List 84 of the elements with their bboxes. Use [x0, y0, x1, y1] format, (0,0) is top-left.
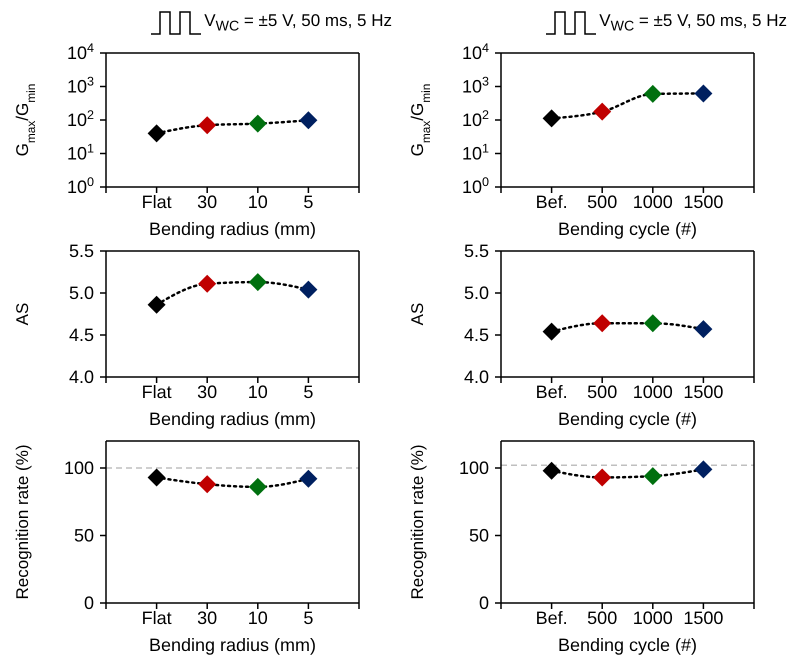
x-axis-title: Bending radius (mm) [148, 219, 316, 239]
x-tick-label: 500 [587, 608, 618, 628]
point [299, 280, 318, 299]
y-tick-label: 50 [74, 526, 94, 546]
point [198, 116, 216, 134]
x-tick-label: 500 [587, 192, 618, 212]
point [248, 114, 267, 133]
x-axis-title: Bending radius (mm) [148, 409, 316, 429]
y-tick-label: 10$^{3}$ [462, 74, 489, 96]
x-axis-title: Bending cycle (#) [558, 409, 698, 429]
x-tick-label: 5 [303, 382, 314, 402]
point [542, 109, 561, 128]
x-axis-title: Bending cycle (#) [558, 635, 698, 655]
chart-title: V$_{WC}$ = ±5 V, 50 ms, 5 Hz [204, 11, 392, 35]
point [542, 322, 561, 341]
x-tick-label: 10 [248, 192, 268, 212]
x-tick-label: Bef. [536, 192, 568, 212]
y-tick-label: 4.5 [68, 325, 94, 345]
x-tick-label: 1500 [683, 382, 724, 402]
y-tick-label: 5.5 [68, 241, 94, 261]
x-tick-label: 1500 [683, 608, 724, 628]
x-tick-label: Flat [142, 382, 172, 402]
y-tick-label: 10$^{3}$ [66, 74, 94, 96]
point [644, 84, 662, 103]
x-tick-label: 10 [248, 382, 268, 402]
y-tick-label: 4.5 [464, 325, 489, 345]
x-tick-label: Flat [142, 608, 172, 628]
point [148, 296, 166, 314]
y-tick-label: 10$^{4}$ [462, 41, 489, 63]
y-axis-title: Recognition rate (%) [408, 444, 427, 600]
y-tick-label: 10$^{0}$ [66, 175, 94, 197]
point [542, 462, 561, 480]
point [644, 314, 662, 332]
point [248, 478, 267, 496]
x-tick-label: 5 [303, 192, 314, 212]
point [299, 470, 318, 488]
point [148, 468, 166, 486]
x-axis-title: Bending radius (mm) [148, 635, 316, 655]
y-tick-label: 4.0 [68, 367, 94, 387]
point [593, 468, 612, 486]
point [593, 102, 612, 121]
chart-title: V$_{WC}$ = ±5 V, 50 ms, 5 Hz [599, 11, 787, 35]
y-tick-label: 100 [458, 458, 489, 478]
x-tick-label: Bef. [536, 382, 568, 402]
y-tick-label: 10$^{2}$ [66, 108, 94, 130]
point [248, 273, 267, 292]
y-tick-label: 10$^{1}$ [66, 142, 94, 164]
y-axis-title: AS [408, 302, 427, 326]
x-tick-label: 5 [303, 608, 314, 628]
x-tick-label: 1000 [632, 382, 673, 402]
y-tick-label: 0 [84, 593, 94, 613]
point [694, 84, 712, 102]
point [644, 467, 662, 486]
y-tick-label: 10$^{1}$ [462, 142, 489, 164]
point [198, 274, 216, 293]
y-axis-title: AS [13, 302, 32, 326]
point [593, 314, 612, 332]
x-tick-label: 1000 [632, 608, 673, 628]
point [299, 111, 318, 130]
y-tick-label: 10$^{2}$ [462, 108, 489, 130]
y-tick-label: 5.0 [464, 283, 489, 303]
y-tick-label: 10$^{4}$ [66, 41, 94, 63]
x-axis-title: Bending cycle (#) [558, 219, 698, 239]
y-tick-label: 4.0 [464, 367, 489, 387]
y-tick-label: 50 [468, 526, 489, 546]
x-tick-label: 1000 [632, 192, 673, 212]
y-tick-label: 5.0 [68, 283, 94, 303]
x-tick-label: Bef. [536, 608, 568, 628]
point [694, 320, 712, 338]
y-tick-label: 0 [478, 593, 489, 613]
y-tick-label: 5.5 [464, 241, 489, 261]
x-tick-label: Flat [142, 192, 172, 212]
x-tick-label: 500 [587, 382, 618, 402]
x-tick-label: 30 [197, 382, 218, 402]
x-tick-label: 30 [197, 192, 218, 212]
y-axis-title: Recognition rate (%) [13, 444, 32, 600]
point [198, 475, 216, 494]
y-tick-label: 100 [64, 458, 94, 478]
y-tick-label: 10$^{0}$ [462, 175, 489, 197]
x-tick-label: 1500 [683, 192, 724, 212]
x-tick-label: 10 [248, 608, 268, 628]
point [694, 460, 712, 478]
point [148, 124, 166, 142]
x-tick-label: 30 [197, 608, 218, 628]
